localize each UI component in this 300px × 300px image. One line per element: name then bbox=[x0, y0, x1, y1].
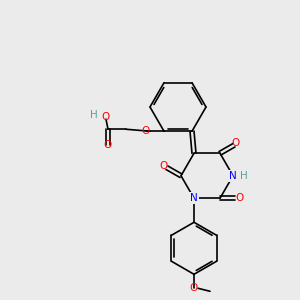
Text: O: O bbox=[159, 161, 167, 171]
Text: N: N bbox=[190, 193, 198, 203]
Text: H: H bbox=[90, 110, 98, 120]
Text: O: O bbox=[104, 140, 112, 150]
Text: N: N bbox=[229, 171, 237, 181]
Text: O: O bbox=[235, 193, 243, 203]
Text: O: O bbox=[142, 126, 150, 136]
Text: O: O bbox=[190, 283, 198, 293]
Text: O: O bbox=[232, 138, 240, 148]
Text: H: H bbox=[240, 171, 248, 181]
Text: O: O bbox=[102, 112, 110, 122]
